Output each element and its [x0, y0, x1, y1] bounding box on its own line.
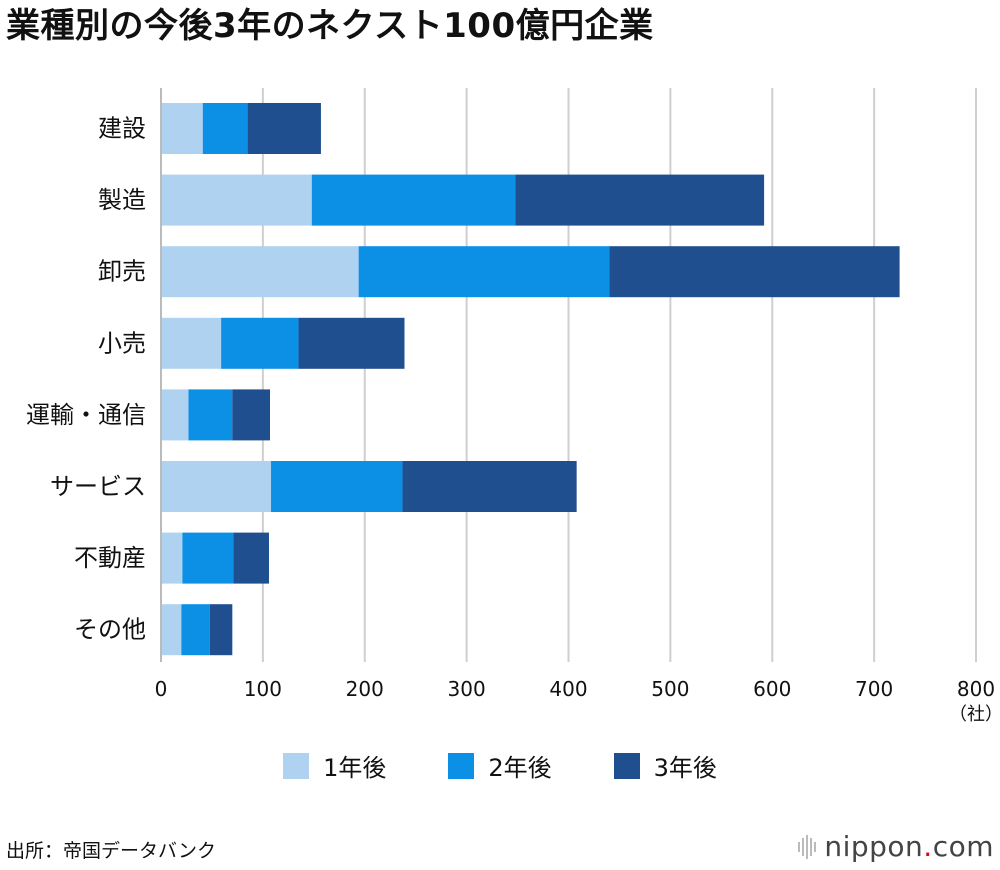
bar-segment	[161, 604, 182, 656]
category-label: 小売	[98, 329, 146, 357]
category-label: 建設	[98, 115, 146, 143]
bar-segment	[233, 532, 269, 584]
source-note: 出所：帝国データバンク	[6, 840, 216, 862]
legend-swatch	[448, 752, 475, 779]
bar-segment	[182, 532, 234, 584]
logo-text: nippon	[824, 830, 924, 863]
x-tick-label: 800	[957, 677, 995, 701]
logo-dot: .	[923, 830, 933, 863]
bar-segment	[181, 604, 210, 656]
legend-label: 3年後	[653, 754, 717, 782]
bar-segment	[221, 317, 299, 369]
bar-segment	[202, 103, 248, 154]
category-label: 製造	[98, 186, 146, 214]
bar-segment	[161, 461, 272, 512]
x-tick-label: 100	[244, 677, 282, 701]
bar-segment	[298, 317, 405, 369]
bar-segment	[609, 246, 900, 298]
category-label: 運輸・通信	[26, 401, 146, 429]
legend-item: 1年後	[283, 748, 386, 783]
x-tick-label: 0	[155, 677, 168, 701]
legend-swatch	[613, 752, 640, 779]
chart-legend: 1年後 2年後 3年後	[0, 748, 1000, 783]
bar-segment	[161, 389, 189, 441]
logo-mark-icon	[798, 834, 817, 859]
category-label: 卸売	[98, 258, 146, 286]
legend-item: 2年後	[448, 748, 552, 783]
legend-swatch	[283, 752, 310, 779]
bar-segment	[161, 317, 222, 369]
legend-item: 3年後	[613, 748, 717, 783]
bar-segment	[402, 461, 577, 512]
category-label: 不動産	[74, 544, 146, 572]
category-label: サービス	[50, 473, 146, 501]
x-tick-label: 700	[855, 677, 893, 701]
bar-segment	[161, 532, 183, 584]
chart-plot: 0 100 200 300 400 500 600 700 800 （社） 建設製造卸売小売運輸・通…	[26, 88, 1000, 725]
bar-segment	[188, 389, 233, 441]
bar-segment	[232, 389, 271, 441]
x-tick-label: 300	[448, 677, 486, 701]
bar-segment	[311, 174, 516, 226]
x-tick-label: 500	[651, 677, 689, 701]
bar-segment	[515, 174, 765, 226]
bar-segment	[161, 246, 359, 298]
logo-suffix: com	[932, 830, 994, 863]
legend-label: 2年後	[488, 754, 552, 782]
bar-segment	[358, 246, 610, 298]
legend-label: 1年後	[323, 754, 387, 782]
category-label: その他	[74, 616, 146, 644]
chart-title: 業種別の今後3年のネクスト100億円企業	[6, 6, 654, 46]
bar-segment	[247, 103, 321, 154]
bar-segment	[271, 461, 403, 512]
bar-segment	[209, 604, 233, 656]
nippon-logo: nippon. com	[798, 830, 994, 863]
bar-segment	[161, 174, 312, 226]
x-tick-label: 400	[549, 677, 587, 701]
x-tick-label: 200	[346, 677, 384, 701]
x-tick-label: 600	[753, 677, 791, 701]
bar-segment	[161, 103, 203, 154]
x-unit-label: （社）	[949, 704, 1000, 725]
